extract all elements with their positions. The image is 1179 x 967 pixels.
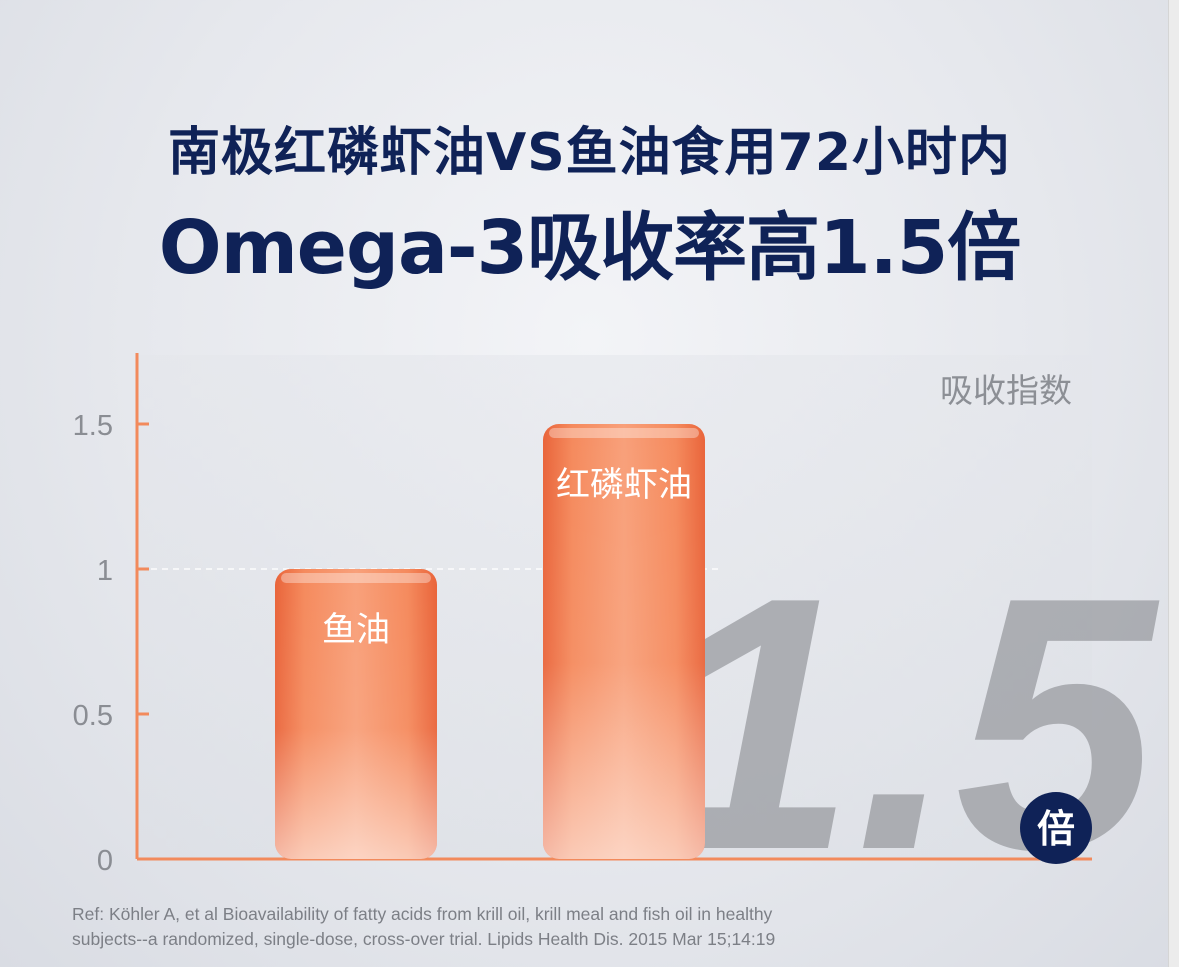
bar-fade	[543, 424, 705, 859]
title-line-2: Omega-3吸收率高1.5倍	[158, 205, 1021, 291]
reference-line-1: Ref: Köhler A, et al Bioavailability of …	[72, 904, 773, 924]
y-axis-label: 吸收指数	[940, 371, 1072, 410]
y-tick-label: 1	[97, 555, 113, 587]
y-tick-label: 0	[97, 845, 113, 877]
unit-badge: 倍	[1020, 792, 1092, 864]
bar-fade	[275, 569, 437, 859]
unit-badge-circle	[1020, 792, 1092, 864]
y-tick-label: 0.5	[73, 700, 113, 732]
reference-line-2: subjects--a randomized, single-dose, cro…	[72, 929, 776, 949]
right-edge-strip	[1168, 0, 1179, 967]
bar-label: 鱼油	[322, 610, 390, 650]
highlight-number-text: 1.5	[655, 523, 1163, 925]
y-ticks: 0 0.5 1 1.5	[73, 410, 149, 877]
unit-badge-text: 倍	[1037, 807, 1075, 851]
bars: 鱼油 红磷虾油	[275, 424, 705, 859]
bar-cap-highlight	[281, 573, 431, 583]
reference-note: Ref: Köhler A, et al Bioavailability of …	[72, 902, 972, 952]
bar-label: 红磷虾油	[556, 465, 692, 505]
title-line-1: 南极红磷虾油VS鱼油食用72小时内	[167, 123, 1012, 183]
highlight-number: 1.5	[655, 523, 1163, 925]
bar-cap-highlight	[549, 428, 699, 438]
y-tick-label: 1.5	[73, 410, 113, 442]
bar-group: 红磷虾油	[543, 424, 705, 859]
bar-group: 鱼油	[275, 569, 437, 859]
